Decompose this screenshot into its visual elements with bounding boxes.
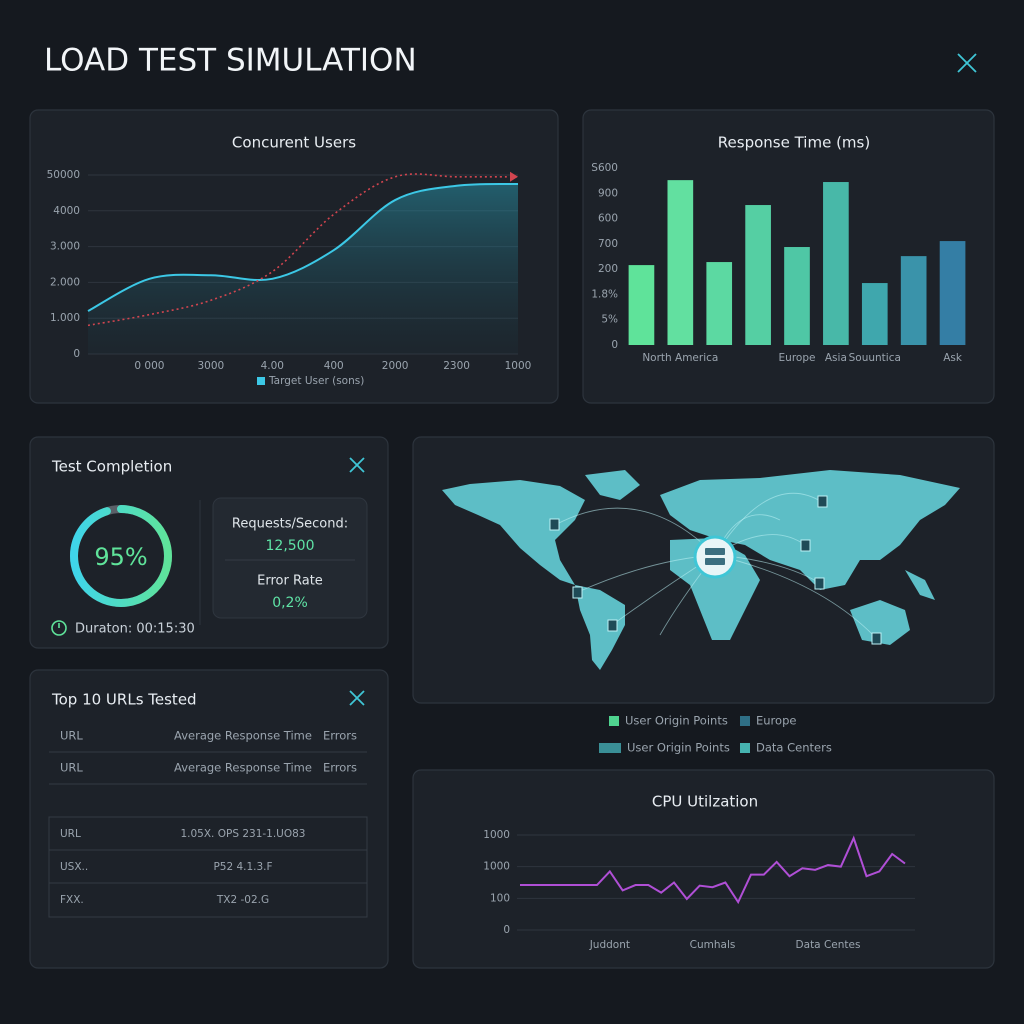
- line: [520, 835, 906, 905]
- bar: [667, 180, 694, 345]
- y-tick-label: 0: [611, 339, 618, 351]
- line: [87, 182, 519, 312]
- x-tick-label: Data Centes: [796, 939, 861, 951]
- y-tick-label: 200: [598, 263, 618, 275]
- x-tick-label: Juddont: [589, 939, 630, 951]
- table-header: Errors: [323, 761, 357, 775]
- stat-label: Requests/Second:: [232, 517, 348, 532]
- world-map: [442, 470, 960, 670]
- legend-swatch: [599, 743, 621, 753]
- panel-title: Top 10 URLs Tested: [51, 691, 197, 709]
- close-button[interactable]: [349, 457, 365, 473]
- table-cell: URL: [60, 828, 81, 840]
- legend-label: User Origin Points: [625, 714, 728, 728]
- timer-icon: [51, 620, 67, 636]
- y-tick-label: 600: [598, 213, 618, 225]
- stat-value: 0,2%: [272, 595, 308, 611]
- bar: [823, 182, 849, 345]
- legend-label: User Origin Points: [627, 741, 730, 755]
- x-tick-label: Europe: [779, 352, 816, 364]
- y-tick-label: 4000: [53, 205, 80, 217]
- gauge-label: 95%: [94, 543, 147, 571]
- legend-label: Data Centers: [756, 741, 832, 755]
- panel-title: Test Completion: [51, 458, 172, 476]
- bar: [861, 283, 888, 345]
- y-tick-label: 700: [598, 238, 618, 250]
- x-tick-label: Ask: [943, 352, 963, 364]
- stat-value: 12,500: [266, 538, 315, 554]
- close-button[interactable]: [957, 53, 977, 73]
- x-tick-label: 2300: [443, 360, 470, 372]
- chart-title: Concurent Users: [232, 134, 356, 152]
- line: [87, 173, 518, 327]
- panel-urls: [29, 669, 389, 969]
- close-button[interactable]: [349, 690, 365, 706]
- table-header: URL: [60, 729, 83, 743]
- y-tick-label: S600: [591, 162, 618, 174]
- y-tick-label: 50000: [47, 169, 80, 181]
- table-frame: [48, 816, 368, 918]
- server-markers: [549, 495, 882, 645]
- chart-title: Response Time (ms): [718, 134, 870, 152]
- x-tick-label: 0 000: [134, 360, 164, 372]
- y-tick-label: 1000: [483, 829, 510, 841]
- legend-label: Europe: [756, 714, 796, 728]
- table-cell: FXX.: [60, 894, 84, 906]
- stats-box: [212, 497, 368, 619]
- y-tick-label: 5%: [601, 314, 618, 326]
- y-tick-label: 0: [503, 924, 510, 936]
- y-tick-label: 3.000: [50, 241, 80, 253]
- table-cell: USX..: [60, 861, 88, 873]
- table-header: Average Response Time: [174, 761, 312, 775]
- x-tick-label: Souuntica: [849, 352, 901, 364]
- x-tick-label: 1000: [505, 360, 532, 372]
- x-tick-label: 2000: [382, 360, 409, 372]
- table-header: URL: [60, 761, 83, 775]
- chart-title: CPU Utilzation: [652, 793, 758, 811]
- x-tick-label: Cumhals: [690, 939, 736, 951]
- table-header: Errors: [323, 729, 357, 743]
- gauge-arc: [70, 505, 172, 607]
- legend-swatch: [740, 716, 750, 726]
- legend-swatch: [740, 743, 750, 753]
- legend-swatch: [257, 377, 265, 385]
- duration: Duraton: 00:15:30: [75, 622, 195, 637]
- y-tick-label: 2.000: [50, 276, 80, 288]
- arrow-head: [510, 171, 518, 182]
- x-tick-label: 400: [324, 360, 344, 372]
- bar: [628, 265, 655, 345]
- x-tick-label: Asia: [825, 352, 847, 364]
- y-tick-label: 1.000: [50, 312, 80, 324]
- bar: [900, 256, 927, 345]
- y-tick-label: 0: [73, 348, 80, 360]
- table-cell: P52 4.1.3.F: [213, 861, 272, 873]
- bar: [784, 247, 810, 345]
- data-center-icon: [693, 535, 737, 579]
- stat-label: Error Rate: [257, 574, 323, 589]
- y-tick-label: 900: [598, 187, 618, 199]
- bar: [706, 262, 733, 345]
- legend-label: Target User (sons): [268, 375, 364, 387]
- y-tick-label: 1.8%: [591, 288, 618, 300]
- table-cell: TX2 -02.G: [216, 894, 269, 906]
- legend-swatch: [609, 716, 619, 726]
- bar: [745, 205, 771, 345]
- x-tick-label: 3000: [197, 360, 224, 372]
- table-cell: 1.05X. OPS 231-1.UO83: [180, 828, 305, 840]
- area: [88, 183, 518, 354]
- y-tick-label: 100: [490, 892, 510, 904]
- y-tick-label: 1000: [483, 861, 510, 873]
- x-tick-label: North America: [642, 352, 718, 364]
- page-title: LOAD TEST SIMULATION: [44, 43, 417, 79]
- bar: [939, 241, 966, 345]
- x-tick-label: 4.00: [261, 360, 284, 372]
- table-header: Average Response Time: [174, 729, 312, 743]
